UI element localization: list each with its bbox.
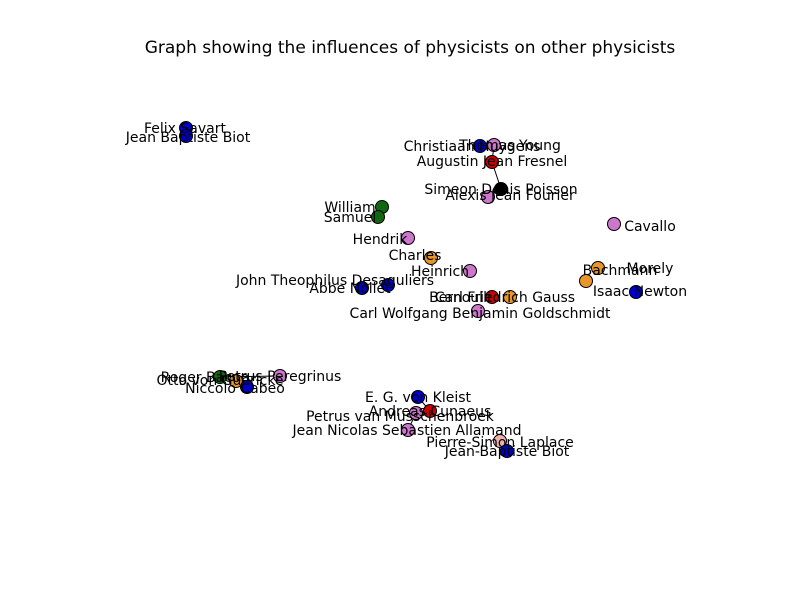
graph-node[interactable] [213, 370, 227, 384]
node-label: Andreas Cunaeus [369, 404, 492, 420]
graph-node[interactable] [485, 155, 499, 169]
node-label: E. G. von Kleist [365, 390, 472, 406]
graph-node[interactable] [381, 278, 395, 292]
node-label: Hendrik [353, 232, 409, 248]
graph-node[interactable] [463, 264, 477, 278]
node-label: Pierre-Simon Laplace [426, 435, 574, 451]
node-label: Carl Wolfgang Benjamin Goldschmidt [350, 306, 611, 322]
node-label: Jean-Baptiste Biot [444, 444, 570, 460]
graph-node[interactable] [409, 406, 423, 420]
graph-node[interactable] [229, 374, 243, 388]
node-label: Morely [627, 261, 674, 277]
node-label: Jean Baptiste Biot [125, 130, 251, 146]
graph-node[interactable] [579, 274, 593, 288]
graph-node[interactable] [485, 290, 499, 304]
node-label: John Theophilus Desaguliers [235, 273, 434, 289]
graph-node[interactable] [473, 139, 487, 153]
graph-title: Graph showing the influences of physicis… [145, 38, 676, 58]
graph-node[interactable] [591, 261, 605, 275]
node-label: Thomas Young [458, 138, 561, 154]
node-layer [179, 121, 643, 458]
graph-node[interactable] [411, 390, 425, 404]
node-label: Felix Savart [144, 121, 227, 137]
graph-node[interactable] [471, 304, 485, 318]
graph-node[interactable] [423, 404, 437, 418]
node-label: Petrus Peregrinus [219, 369, 342, 385]
node-label: Augustin Jean Fresnel [417, 154, 568, 170]
graph-node[interactable] [179, 129, 193, 143]
node-label: Cavallo [624, 219, 676, 235]
node-label: William [324, 200, 375, 216]
node-label: Bachmann [583, 263, 658, 279]
node-label: Alexis Jean Fourier [445, 188, 575, 204]
graph-edge [219, 375, 281, 378]
node-label: Charles [389, 248, 442, 264]
graph-node[interactable] [493, 434, 507, 448]
node-label: Jean Nicolas Sebastien Allamand [292, 423, 522, 439]
node-label: Abbe Nollet [309, 281, 391, 297]
graph-node[interactable] [355, 281, 369, 295]
node-label: Simeon Denis Poisson [424, 182, 577, 198]
graph-node[interactable] [481, 190, 495, 204]
node-label: Christiaan Huygens [404, 139, 541, 155]
node-label: Isaac Newton [593, 284, 687, 300]
node-label: Heinrich [411, 264, 469, 280]
node-label: Bernoulli [429, 290, 491, 306]
graph-node[interactable] [494, 182, 508, 196]
graph-node[interactable] [607, 217, 621, 231]
graph-node[interactable] [401, 231, 415, 245]
graph-node[interactable] [500, 444, 514, 458]
graph-node[interactable] [240, 380, 254, 394]
node-label: Roger Bacon [161, 370, 250, 386]
node-label: Otto von Guericke [156, 373, 283, 389]
graph-node[interactable] [503, 290, 517, 304]
graph-node[interactable] [424, 251, 438, 265]
graph-node[interactable] [487, 138, 501, 152]
node-label: Carl Friedrich Gauss [435, 290, 575, 306]
graph-node[interactable] [401, 423, 415, 437]
node-label: Samuel [324, 210, 376, 226]
graph-node[interactable] [371, 210, 385, 224]
graph-node[interactable] [629, 285, 643, 299]
node-label: Niccolo Cabeo [185, 381, 285, 397]
graph-node[interactable] [273, 369, 287, 383]
node-label: Petrus van Musschenbroek [306, 409, 495, 425]
